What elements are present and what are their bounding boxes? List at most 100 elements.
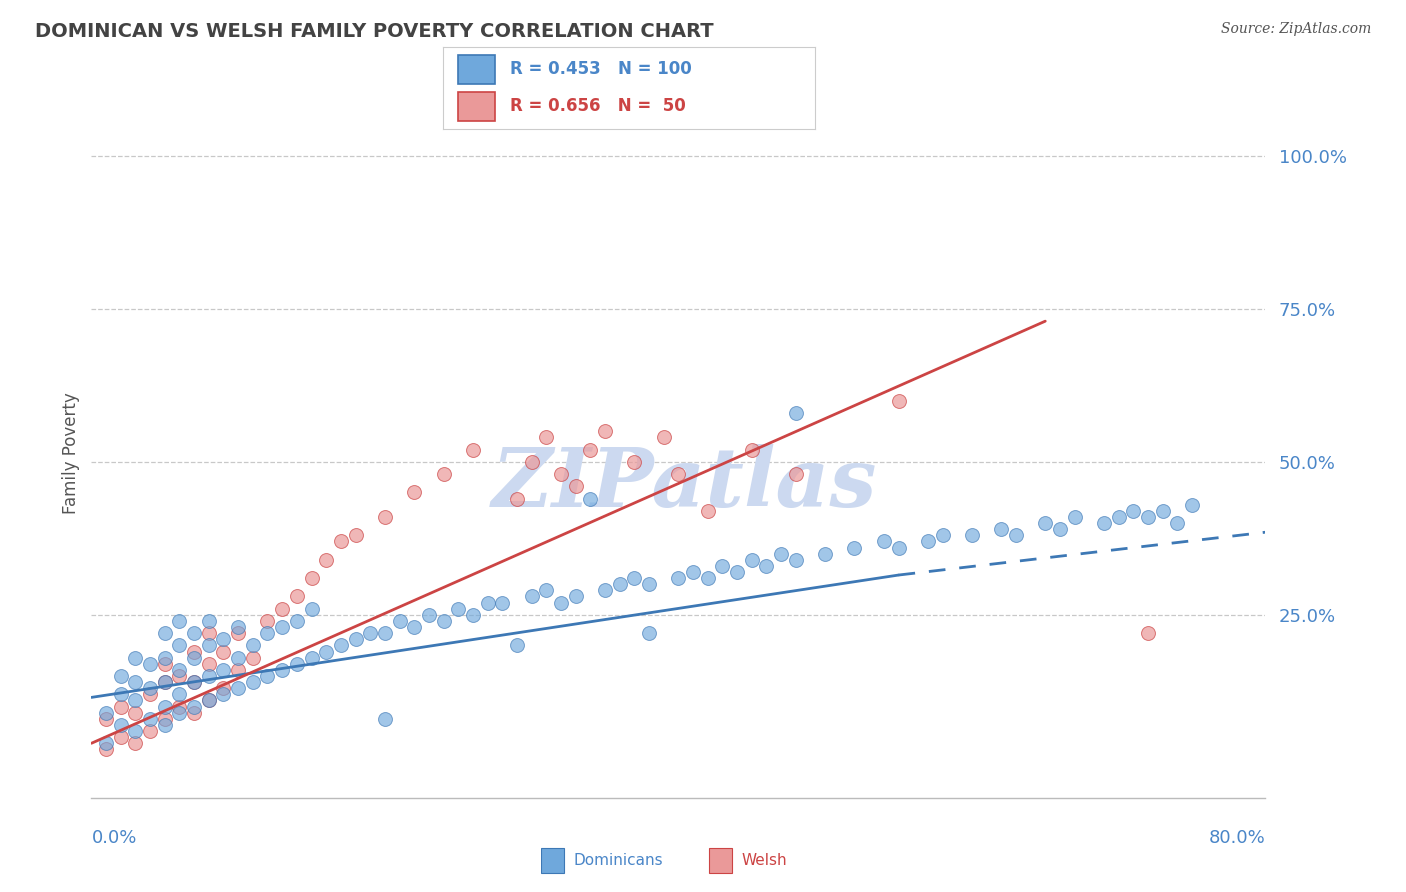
Bar: [458, 93, 495, 121]
Point: [242, 639, 264, 653]
Point: [666, 467, 689, 482]
Point: [593, 424, 616, 438]
Point: [153, 699, 176, 714]
Point: [388, 614, 411, 628]
Point: [623, 455, 645, 469]
Point: [1136, 510, 1159, 524]
Point: [491, 596, 513, 610]
Point: [197, 693, 219, 707]
Point: [285, 590, 308, 604]
Point: [1108, 510, 1130, 524]
Point: [887, 541, 910, 555]
Point: [212, 663, 235, 677]
Point: [579, 491, 602, 506]
Point: [183, 626, 205, 640]
Point: [579, 442, 602, 457]
Point: [153, 712, 176, 726]
Point: [931, 528, 953, 542]
Point: [153, 657, 176, 671]
Point: [94, 742, 117, 756]
Point: [197, 626, 219, 640]
Point: [785, 406, 807, 420]
Point: [623, 571, 645, 585]
Point: [139, 712, 162, 726]
Point: [94, 736, 117, 750]
Bar: [458, 55, 495, 84]
Point: [271, 620, 294, 634]
Point: [344, 632, 367, 647]
Text: ZIPatlas: ZIPatlas: [492, 444, 877, 524]
Point: [256, 669, 278, 683]
Point: [124, 706, 146, 720]
Point: [183, 706, 205, 720]
Point: [344, 528, 367, 542]
Point: [725, 565, 748, 579]
Point: [169, 669, 191, 683]
Point: [666, 571, 689, 585]
Point: [682, 565, 704, 579]
Point: [110, 699, 132, 714]
Text: R = 0.453   N = 100: R = 0.453 N = 100: [510, 61, 692, 78]
Text: 80.0%: 80.0%: [1209, 829, 1265, 847]
Point: [139, 657, 162, 671]
Point: [226, 681, 249, 696]
Point: [226, 663, 249, 677]
Point: [139, 724, 162, 739]
Point: [550, 467, 572, 482]
Point: [212, 687, 235, 701]
Point: [197, 614, 219, 628]
Text: R = 0.656   N =  50: R = 0.656 N = 50: [510, 97, 686, 115]
Point: [785, 553, 807, 567]
Point: [785, 467, 807, 482]
Point: [638, 577, 661, 591]
Point: [169, 663, 191, 677]
Point: [271, 663, 294, 677]
Point: [301, 650, 323, 665]
Point: [755, 558, 778, 573]
Point: [169, 639, 191, 653]
Point: [990, 522, 1012, 536]
Point: [197, 669, 219, 683]
Point: [110, 669, 132, 683]
Point: [1122, 504, 1144, 518]
Point: [536, 430, 558, 444]
Point: [477, 596, 499, 610]
Point: [212, 644, 235, 658]
Point: [197, 657, 219, 671]
Point: [315, 644, 337, 658]
Point: [550, 596, 572, 610]
Point: [169, 687, 191, 701]
Text: Source: ZipAtlas.com: Source: ZipAtlas.com: [1220, 22, 1371, 37]
Point: [183, 650, 205, 665]
Point: [1092, 516, 1115, 530]
Point: [256, 626, 278, 640]
Point: [169, 706, 191, 720]
Point: [271, 601, 294, 615]
Point: [183, 675, 205, 690]
Point: [652, 430, 675, 444]
Point: [536, 583, 558, 598]
Point: [1166, 516, 1188, 530]
Point: [418, 607, 440, 622]
Point: [169, 699, 191, 714]
Point: [506, 491, 529, 506]
Point: [1136, 626, 1159, 640]
Point: [873, 534, 896, 549]
Point: [183, 675, 205, 690]
Point: [124, 675, 146, 690]
Point: [374, 510, 396, 524]
Point: [711, 558, 734, 573]
Point: [139, 687, 162, 701]
Bar: [541, 848, 564, 873]
Point: [520, 455, 543, 469]
Point: [301, 601, 323, 615]
Point: [432, 467, 454, 482]
Point: [520, 590, 543, 604]
Point: [1181, 498, 1204, 512]
Point: [94, 712, 117, 726]
Point: [1033, 516, 1056, 530]
Point: [696, 504, 718, 518]
Point: [110, 730, 132, 744]
Point: [183, 644, 205, 658]
Point: [124, 650, 146, 665]
